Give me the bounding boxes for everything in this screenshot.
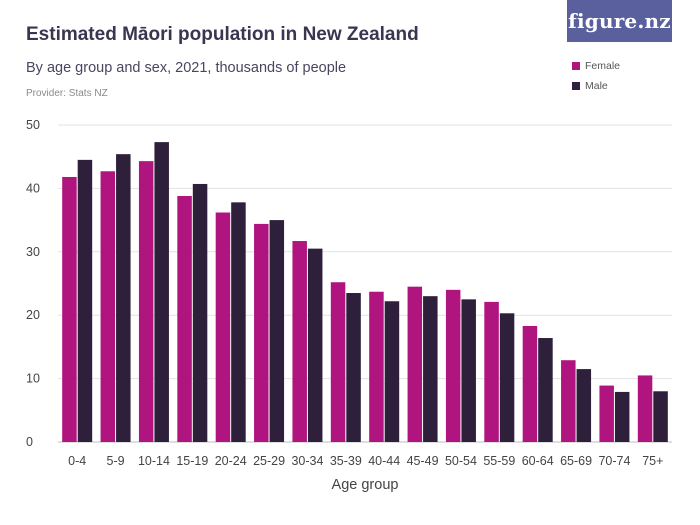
bar-male-55-59[interactable]	[499, 313, 515, 442]
bar-female-15-19[interactable]	[177, 196, 192, 442]
y-tick-label: 10	[26, 372, 40, 386]
bar-male-65-69[interactable]	[576, 369, 592, 442]
bar-female-60-64[interactable]	[522, 325, 538, 442]
x-axis-title: Age group	[332, 477, 399, 493]
bar-female-70-74[interactable]	[599, 385, 614, 442]
bar-female-10-14[interactable]	[138, 161, 154, 442]
y-tick-label: 40	[26, 181, 40, 195]
bar-male-35-39[interactable]	[346, 293, 361, 442]
bar-female-20-24[interactable]	[215, 212, 231, 442]
bar-male-60-64[interactable]	[538, 338, 553, 442]
bar-male-5-9[interactable]	[116, 154, 131, 442]
x-tick-label: 10-14	[138, 454, 170, 468]
x-tick-label: 35-39	[330, 454, 362, 468]
legend-item-female: Female	[572, 56, 620, 76]
bar-male-30-34[interactable]	[307, 248, 323, 442]
legend-label-female: Female	[585, 60, 621, 72]
bar-male-15-19[interactable]	[192, 183, 208, 442]
x-tick-label: 60-64	[522, 454, 554, 468]
x-tick-label: 0-4	[68, 454, 86, 468]
bar-female-55-59[interactable]	[484, 301, 499, 442]
x-tick-label: 30-34	[291, 454, 323, 468]
legend-label-male: Male	[585, 80, 608, 92]
bar-female-45-49[interactable]	[407, 286, 423, 442]
x-tick-labels: 0-4 5-9 10-14 15-19 20-24 25-29 30-34 35-39 40-4…	[68, 454, 663, 468]
data-provider: Provider: Stats NZ	[26, 88, 108, 99]
y-tick-label: 30	[26, 245, 40, 259]
x-tick-label: 45-49	[407, 454, 439, 468]
bar-female-0-4[interactable]	[62, 176, 77, 442]
x-tick-label: 40-44	[368, 454, 400, 468]
y-tick-labels: 0 10 20 30 40 50	[26, 118, 40, 449]
y-tick-label: 50	[26, 118, 40, 132]
bar-male-40-44[interactable]	[384, 301, 400, 442]
x-tick-label: 55-59	[483, 454, 515, 468]
y-tick-label: 0	[26, 435, 33, 449]
figure-nz-logo[interactable]: figure.nz	[567, 0, 672, 42]
legend-item-male: Male	[572, 76, 620, 96]
bar-male-70-74[interactable]	[614, 391, 630, 442]
legend: Female Male	[572, 56, 620, 96]
legend-swatch-female	[572, 62, 580, 70]
x-tick-label: 75+	[642, 454, 663, 468]
bar-female-5-9[interactable]	[100, 171, 116, 443]
bar-female-75+[interactable]	[637, 375, 653, 442]
bar-female-65-69[interactable]	[561, 360, 576, 442]
bar-female-35-39[interactable]	[330, 282, 346, 442]
bar-female-40-44[interactable]	[369, 291, 384, 442]
bar-female-25-29[interactable]	[254, 223, 269, 442]
bars	[62, 142, 668, 443]
bar-male-50-54[interactable]	[461, 299, 476, 442]
bar-male-0-4[interactable]	[77, 159, 93, 442]
x-tick-label: 50-54	[445, 454, 477, 468]
chart-subtitle: By age group and sex, 2021, thousands of…	[26, 60, 347, 76]
bar-male-25-29[interactable]	[269, 220, 285, 442]
x-tick-label: 65-69	[560, 454, 592, 468]
x-tick-label: 5-9	[107, 454, 125, 468]
x-tick-label: 15-19	[176, 454, 208, 468]
x-tick-label: 25-29	[253, 454, 285, 468]
bar-female-50-54[interactable]	[445, 289, 461, 442]
bar-male-75+[interactable]	[653, 391, 668, 442]
bar-female-30-34[interactable]	[292, 241, 307, 442]
legend-swatch-male	[572, 82, 580, 90]
chart-title: Estimated Māori population in New Zealan…	[26, 24, 419, 45]
y-tick-label: 20	[26, 308, 40, 322]
bar-male-45-49[interactable]	[423, 296, 438, 442]
bar-male-10-14[interactable]	[154, 142, 169, 443]
bar-male-20-24[interactable]	[231, 202, 246, 442]
x-tick-label: 70-74	[598, 454, 630, 468]
x-tick-label: 20-24	[215, 454, 247, 468]
